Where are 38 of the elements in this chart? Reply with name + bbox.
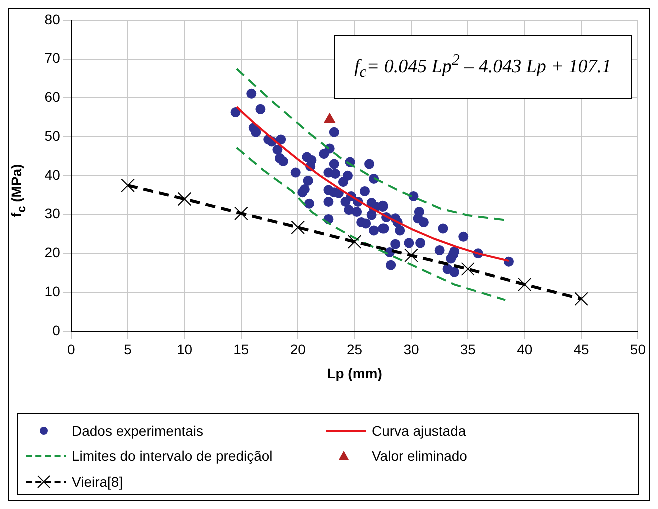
x-tick-label: 35	[460, 342, 476, 358]
point	[121, 178, 135, 192]
line-series	[236, 146, 507, 302]
y-tick-label: 30	[44, 206, 61, 222]
y-tick-label: 80	[44, 11, 61, 28]
y-tick-label: 70	[44, 50, 61, 66]
y-tick-label: 40	[44, 166, 61, 183]
x-tick-label: 0	[67, 342, 76, 358]
legend-label: Vieira[8]	[72, 474, 124, 490]
legend-label: Limites do intervalo de prediçãol	[72, 448, 273, 464]
x-tick-label: 20	[290, 342, 306, 358]
y-tick-label: 10	[44, 283, 61, 300]
x-axis-title: Lp (mm)	[327, 365, 382, 382]
annotation: f$_{c}$= 0.045 Lp$^{2}$ – 4.043 Lp + 107.1	[354, 52, 612, 82]
x-tick-label: 25	[347, 342, 363, 358]
y-tick-label: 20	[44, 244, 61, 261]
x-tick-label: 50	[630, 342, 646, 358]
x-tick-label: 45	[574, 342, 590, 358]
x-tick-label: 15	[234, 342, 250, 358]
y-tick-label: 50	[44, 128, 61, 144]
point	[461, 262, 476, 276]
point	[178, 192, 192, 206]
legend-label: Dados experimentais	[72, 423, 204, 439]
point	[404, 248, 418, 262]
y-tick-label: 60	[44, 89, 61, 106]
point	[324, 113, 336, 124]
legend-label: Valor eliminado	[372, 448, 468, 464]
y-tick-label: 0	[52, 322, 61, 338]
x-tick-label: 10	[176, 342, 193, 358]
x-tick-label: 5	[124, 342, 132, 358]
point	[234, 206, 248, 220]
x-tick-label: 30	[404, 342, 420, 358]
point	[348, 235, 362, 249]
point	[518, 278, 532, 292]
x-tick-label: 40	[517, 342, 533, 358]
point	[291, 220, 305, 234]
legend-label: Curva ajustada	[372, 423, 466, 439]
point	[574, 292, 588, 306]
